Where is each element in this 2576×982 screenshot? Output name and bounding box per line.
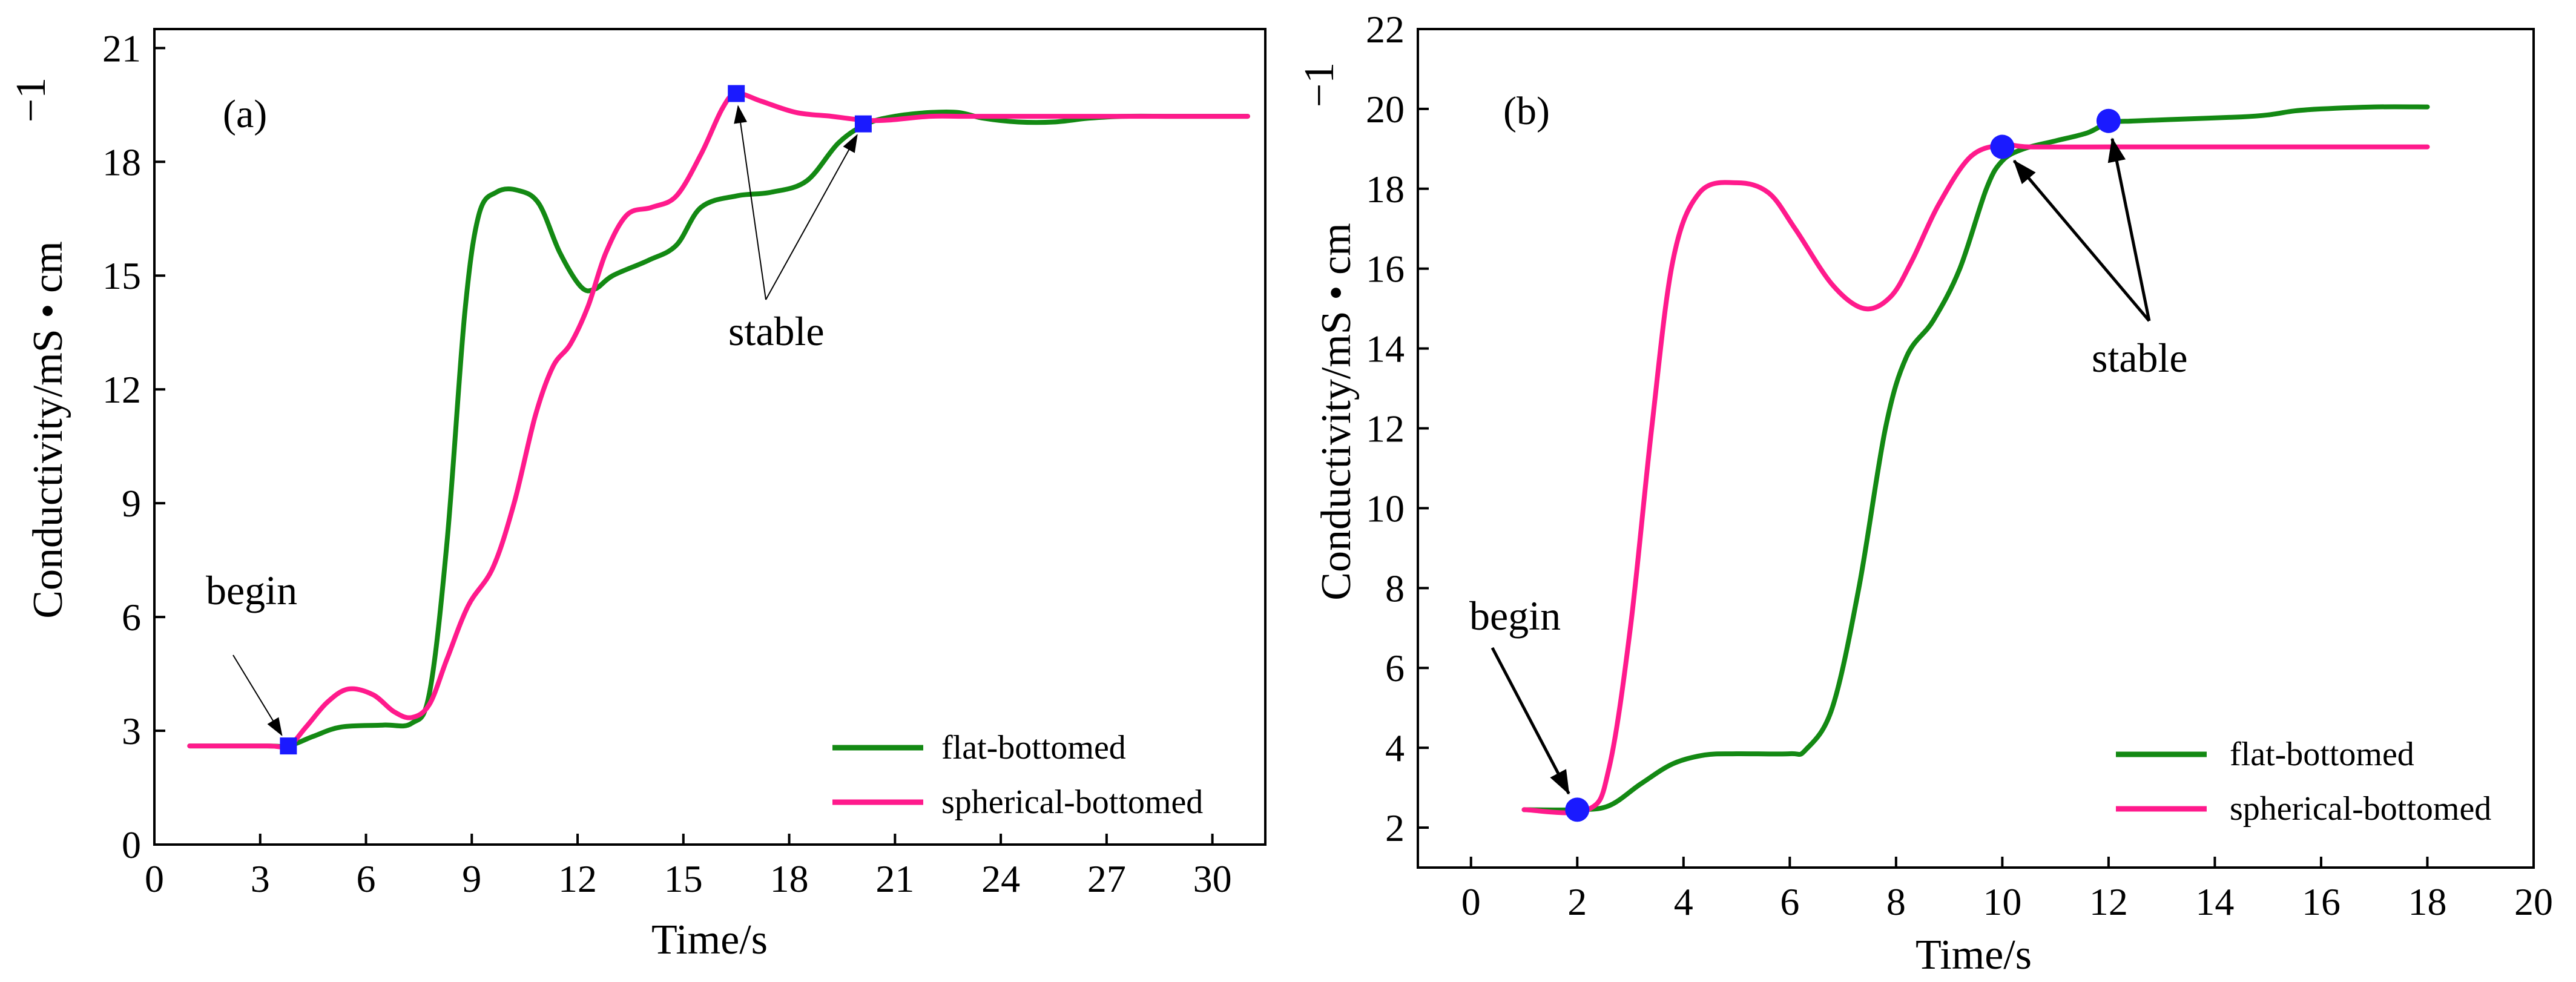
series-line-spherical-bottomed: [187, 91, 1250, 750]
chart-a-plot-frame: [153, 28, 1267, 846]
chart-b-y-axis-title: Conductivity/mS • cm: [1313, 223, 1360, 600]
y-tick-label: 18: [102, 140, 141, 183]
y-tick-label: 14: [1366, 328, 1405, 371]
y-tick-label: 15: [102, 254, 141, 297]
chart-a-x-axis-title: Time/s: [651, 917, 768, 963]
chart-b-legend-label-flat: flat-bottomed: [2230, 736, 2414, 773]
y-tick-label: 6: [1385, 647, 1405, 690]
x-tick-label: 14: [2195, 880, 2234, 923]
chart-b-y-ticks: 2 4 6 8 10 12 14 16 18 20 22: [1366, 8, 1429, 849]
chart-a-legend: flat-bottomed spherical-bottomed: [832, 729, 1203, 821]
chart-a-y-ticks: 0 3 6 9 12 15 18 21: [102, 27, 165, 866]
chart-b-stable-label: stable: [2092, 335, 2188, 381]
chart-a-x-ticks: 0 3 6 9 12 15 18 21 24 27 30: [145, 834, 1232, 900]
y-tick-label: 9: [122, 482, 141, 525]
chart-a-markers: [280, 85, 872, 755]
chart-b-legend: flat-bottomed spherical-bottomed: [2116, 736, 2491, 828]
annotation-arrow-stable: [765, 134, 858, 300]
chart-a-y-axis-title: Conductivity/mS • cm: [25, 241, 71, 618]
x-tick-label: 9: [462, 857, 481, 900]
y-tick-label: 3: [122, 710, 141, 753]
chart-a-legend-label-flat: flat-bottomed: [941, 729, 1126, 766]
chart-b-y-axis-exponent: −1: [1296, 62, 1343, 107]
chart-a-annotation-lines: [232, 105, 858, 736]
series-line-flat-bottomed: [187, 109, 1250, 750]
chart-a-y-axis-exponent: −1: [8, 77, 54, 122]
chart-a-begin-label: begin: [206, 567, 297, 613]
y-tick-label: 12: [1366, 407, 1405, 450]
x-tick-label: 18: [2408, 880, 2446, 923]
annotation-arrow-stable: [2012, 159, 2150, 322]
x-tick-label: 20: [2514, 880, 2553, 923]
y-tick-label: 8: [1385, 567, 1405, 610]
x-tick-label: 21: [875, 857, 914, 900]
series-line-spherical-bottomed: [1521, 142, 2430, 816]
x-tick-label: 6: [357, 857, 376, 900]
x-tick-label: 12: [558, 857, 597, 900]
chart-a: 0 3 6 9 12 15 18 21 0 3 6 9 12 15 18 21 24 27 30 (a) begi…: [8, 27, 1267, 963]
x-tick-label: 0: [1461, 880, 1481, 923]
x-tick-label: 27: [1087, 857, 1126, 900]
y-tick-label: 16: [1366, 248, 1405, 291]
x-tick-label: 2: [1567, 880, 1587, 923]
x-tick-label: 10: [1983, 880, 2021, 923]
x-tick-label: 3: [251, 857, 270, 900]
x-tick-label: 12: [2089, 880, 2128, 923]
marker-begin: [280, 737, 297, 755]
y-tick-label: 4: [1385, 727, 1405, 769]
x-tick-label: 30: [1193, 857, 1232, 900]
chart-b-begin-label: begin: [1469, 593, 1561, 639]
series-line-flat-bottomed: [1521, 104, 2430, 812]
chart-b-legend-label-spherical: spherical-bottomed: [2230, 790, 2491, 828]
y-tick-label: 6: [122, 596, 141, 639]
annotation-arrow-begin: [232, 654, 283, 736]
y-tick-label: 22: [1366, 8, 1405, 51]
x-tick-label: 16: [2302, 880, 2340, 923]
x-tick-label: 8: [1886, 880, 1906, 923]
y-tick-label: 2: [1385, 806, 1405, 849]
chart-b-annotation-lines: [1491, 137, 2151, 795]
chart-b-x-axis-title: Time/s: [1916, 932, 2032, 978]
marker-stable: [854, 115, 872, 133]
marker-stable: [2096, 108, 2121, 133]
y-tick-label: 20: [1366, 88, 1405, 131]
chart-a-series: [187, 91, 1250, 750]
annotation-arrow-stable: [734, 105, 766, 300]
annotation-arrow-stable: [2107, 137, 2151, 321]
chart-b-series: [1521, 104, 2430, 816]
x-tick-label: 6: [1780, 880, 1799, 923]
y-tick-label: 10: [1366, 487, 1405, 530]
marker-stable: [1990, 134, 2015, 159]
x-tick-label: 24: [981, 857, 1020, 900]
y-tick-label: 21: [102, 27, 141, 70]
x-tick-label: 4: [1674, 880, 1693, 923]
y-tick-label: 18: [1366, 168, 1405, 211]
marker-stable: [728, 85, 745, 102]
chart-b-plot-frame: [1417, 28, 2535, 869]
chart-b-markers: [1565, 108, 2121, 822]
chart-a-legend-label-spherical: spherical-bottomed: [941, 783, 1203, 821]
y-tick-label: 0: [122, 823, 141, 866]
chart-a-panel-label: (a): [223, 92, 267, 136]
x-tick-label: 18: [770, 857, 809, 900]
annotation-arrow-begin: [1491, 647, 1570, 795]
y-tick-label: 12: [102, 368, 141, 411]
x-tick-label: 0: [145, 857, 164, 900]
chart-b-x-ticks: 0 2 4 6 8 10 12 14 16 18 20: [1461, 857, 2553, 923]
chart-b: 2 4 6 8 10 12 14 16 18 20 22 0 2 4 6 8 10 12 14 16 18 20 (b)…: [1296, 8, 2553, 978]
chart-b-panel-label: (b): [1503, 89, 1550, 133]
marker-begin: [1565, 797, 1590, 822]
chart-a-stable-label: stable: [728, 308, 825, 354]
x-tick-label: 15: [664, 857, 703, 900]
